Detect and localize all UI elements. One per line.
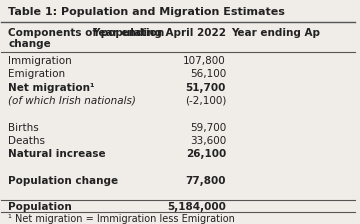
Text: Emigration: Emigration (9, 69, 66, 79)
Text: (of which Irish nationals): (of which Irish nationals) (9, 96, 136, 106)
Text: Births: Births (9, 123, 39, 133)
Text: Table 1: Population and Migration Estimates: Table 1: Population and Migration Estima… (9, 7, 285, 17)
Text: Population: Population (9, 202, 72, 212)
Text: Immigration: Immigration (9, 56, 72, 66)
Text: 77,800: 77,800 (185, 176, 226, 186)
Text: Deaths: Deaths (9, 136, 45, 146)
Text: 33,600: 33,600 (190, 136, 226, 146)
Text: 59,700: 59,700 (190, 123, 226, 133)
Text: 5,184,000: 5,184,000 (167, 202, 226, 212)
Text: 56,100: 56,100 (190, 69, 226, 79)
Text: Components of population
change: Components of population change (9, 28, 165, 50)
Text: Net migration¹: Net migration¹ (9, 83, 95, 93)
Text: ¹ Net migration = Immigration less Emigration: ¹ Net migration = Immigration less Emigr… (9, 214, 235, 224)
Text: 107,800: 107,800 (183, 56, 226, 66)
Text: Year ending Ap: Year ending Ap (231, 28, 320, 38)
Text: 51,700: 51,700 (186, 83, 226, 93)
Text: (-2,100): (-2,100) (185, 96, 226, 106)
Text: 26,100: 26,100 (186, 149, 226, 159)
Text: Year ending April 2022: Year ending April 2022 (92, 28, 226, 38)
Text: Population change: Population change (9, 176, 118, 186)
Text: Natural increase: Natural increase (9, 149, 106, 159)
